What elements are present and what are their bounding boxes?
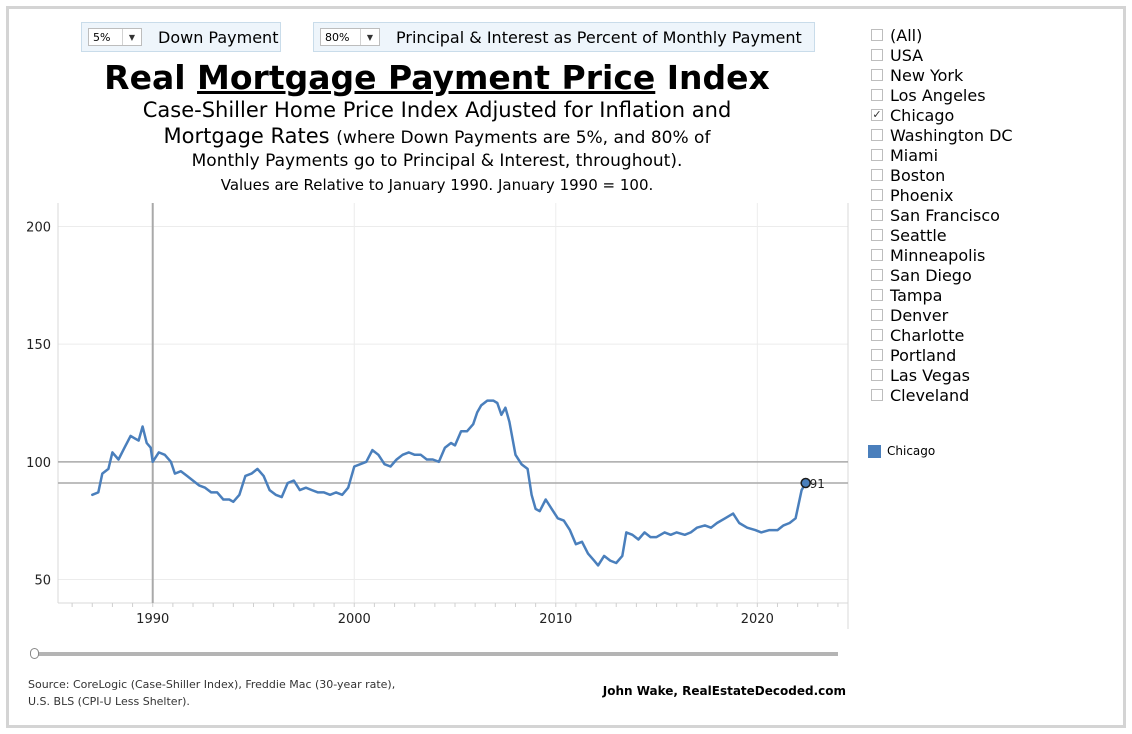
filter-item-label: Charlotte [890, 325, 965, 345]
filter-item[interactable]: New York [871, 65, 1013, 85]
legend-label: Chicago [887, 444, 936, 458]
filter-item[interactable]: (All) [871, 25, 1013, 45]
down-payment-select[interactable]: 5% ▼ [88, 28, 142, 46]
series-end-marker [800, 477, 811, 489]
filter-item-label: San Diego [890, 265, 972, 285]
city-filter-list: (All) USA New York Los Angeles ✓ Chicago Washi… [871, 25, 1013, 405]
chevron-down-icon: ▼ [360, 29, 379, 45]
checkbox-icon[interactable] [871, 89, 883, 101]
chart-subtitle-line1: Case-Shiller Home Price Index Adjusted f… [142, 98, 732, 122]
filter-item-label: Washington DC [890, 125, 1013, 145]
filter-item-label: (All) [890, 25, 923, 45]
filter-item[interactable]: ✓ Chicago [871, 105, 1013, 125]
x-tick-label: 2020 [741, 612, 774, 627]
slider-handle[interactable] [30, 648, 39, 659]
checkbox-icon[interactable] [871, 369, 883, 381]
chart-subtitle-line3: Monthly Payments go to Principal & Inter… [191, 151, 683, 171]
down-payment-value: 5% [93, 30, 111, 44]
checkbox-icon[interactable] [871, 389, 883, 401]
filter-item-label: Los Angeles [890, 85, 986, 105]
filter-item[interactable]: Portland [871, 345, 1013, 365]
dashboard-frame [6, 6, 1126, 728]
checkbox-icon[interactable] [871, 29, 883, 41]
x-tick-label: 2000 [338, 612, 371, 627]
chevron-down-icon: ▼ [122, 29, 141, 45]
chart-title: Real Mortgage Payment Price Index [104, 58, 770, 97]
checkbox-icon[interactable] [871, 69, 883, 81]
source-line1: Source: CoreLogic (Case-Shiller Index), … [28, 678, 396, 691]
checkbox-icon[interactable] [871, 209, 883, 221]
filter-item[interactable]: Tampa [871, 285, 1013, 305]
filter-item-label: New York [890, 65, 964, 85]
date-range-slider[interactable] [30, 648, 838, 662]
y-tick-label: 150 [26, 338, 51, 353]
filter-item-label: Tampa [890, 285, 943, 305]
x-tick-label: 1990 [136, 612, 169, 627]
y-tick-label: 100 [26, 456, 51, 471]
pi-percent-select[interactable]: 80% ▼ [320, 28, 380, 46]
filter-item-label: Miami [890, 145, 939, 165]
filter-item-label: San Francisco [890, 205, 1000, 225]
filter-item[interactable]: Washington DC [871, 125, 1013, 145]
checkbox-icon[interactable] [871, 49, 883, 61]
y-tick-label: 50 [34, 573, 51, 588]
x-tick-label: 2010 [539, 612, 572, 627]
series-line-chicago [91, 399, 807, 567]
checkbox-icon[interactable] [871, 309, 883, 321]
pi-percent-value: 80% [325, 30, 350, 44]
filter-item-label: USA [890, 45, 924, 65]
filter-item[interactable]: Minneapolis [871, 245, 1013, 265]
checkbox-icon[interactable] [871, 229, 883, 241]
filter-item-label: Cleveland [890, 385, 970, 405]
filter-item-label: Boston [890, 165, 946, 185]
filter-item-label: Phoenix [890, 185, 954, 205]
down-payment-control: 5% ▼ Down Payment [81, 22, 281, 52]
checkbox-icon[interactable] [871, 189, 883, 201]
filter-item[interactable]: Los Angeles [871, 85, 1013, 105]
legend: Chicago [868, 444, 935, 458]
checkbox-icon[interactable] [871, 329, 883, 341]
filter-item[interactable]: Denver [871, 305, 1013, 325]
source-line2: U.S. BLS (CPI-U Less Shelter). [28, 695, 190, 708]
filter-item[interactable]: Cleveland [871, 385, 1013, 405]
checkbox-icon[interactable] [871, 289, 883, 301]
pi-percent-label: Principal & Interest as Percent of Month… [396, 27, 802, 47]
filter-item-label: Denver [890, 305, 949, 325]
filter-item-label: Chicago [890, 105, 955, 125]
y-tick-label: 200 [26, 221, 51, 236]
filter-item[interactable]: San Francisco [871, 205, 1013, 225]
filter-item[interactable]: Phoenix [871, 185, 1013, 205]
filter-item[interactable]: Boston [871, 165, 1013, 185]
checkbox-icon[interactable] [871, 169, 883, 181]
filter-item[interactable]: Miami [871, 145, 1013, 165]
end-value-label: 91 [810, 477, 825, 491]
filter-item[interactable]: USA [871, 45, 1013, 65]
filter-item-label: Seattle [890, 225, 947, 245]
down-payment-label: Down Payment [158, 27, 279, 47]
checkbox-icon[interactable] [871, 269, 883, 281]
pi-percent-control: 80% ▼ Principal & Interest as Percent of… [313, 22, 815, 52]
checkbox-icon[interactable] [871, 349, 883, 361]
checkbox-checked-icon[interactable]: ✓ [871, 108, 883, 121]
slider-track [34, 652, 838, 656]
checkbox-icon[interactable] [871, 129, 883, 141]
chart-subtitle-line2: Mortgage Rates (where Down Payments are … [163, 124, 711, 148]
source-note: Source: CoreLogic (Case-Shiller Index), … [28, 676, 448, 710]
chart-subtitle-line4: Values are Relative to January 1990. Jan… [220, 176, 654, 194]
filter-item-label: Las Vegas [890, 365, 970, 385]
filter-item[interactable]: Seattle [871, 225, 1013, 245]
filter-item-label: Minneapolis [890, 245, 986, 265]
checkbox-icon[interactable] [871, 149, 883, 161]
filter-item[interactable]: Charlotte [871, 325, 1013, 345]
checkbox-icon[interactable] [871, 249, 883, 261]
filter-item[interactable]: Las Vegas [871, 365, 1013, 385]
author-credit: John Wake, RealEstateDecoded.com [602, 684, 846, 698]
filter-item[interactable]: San Diego [871, 265, 1013, 285]
legend-swatch [868, 444, 881, 458]
filter-item-label: Portland [890, 345, 957, 365]
